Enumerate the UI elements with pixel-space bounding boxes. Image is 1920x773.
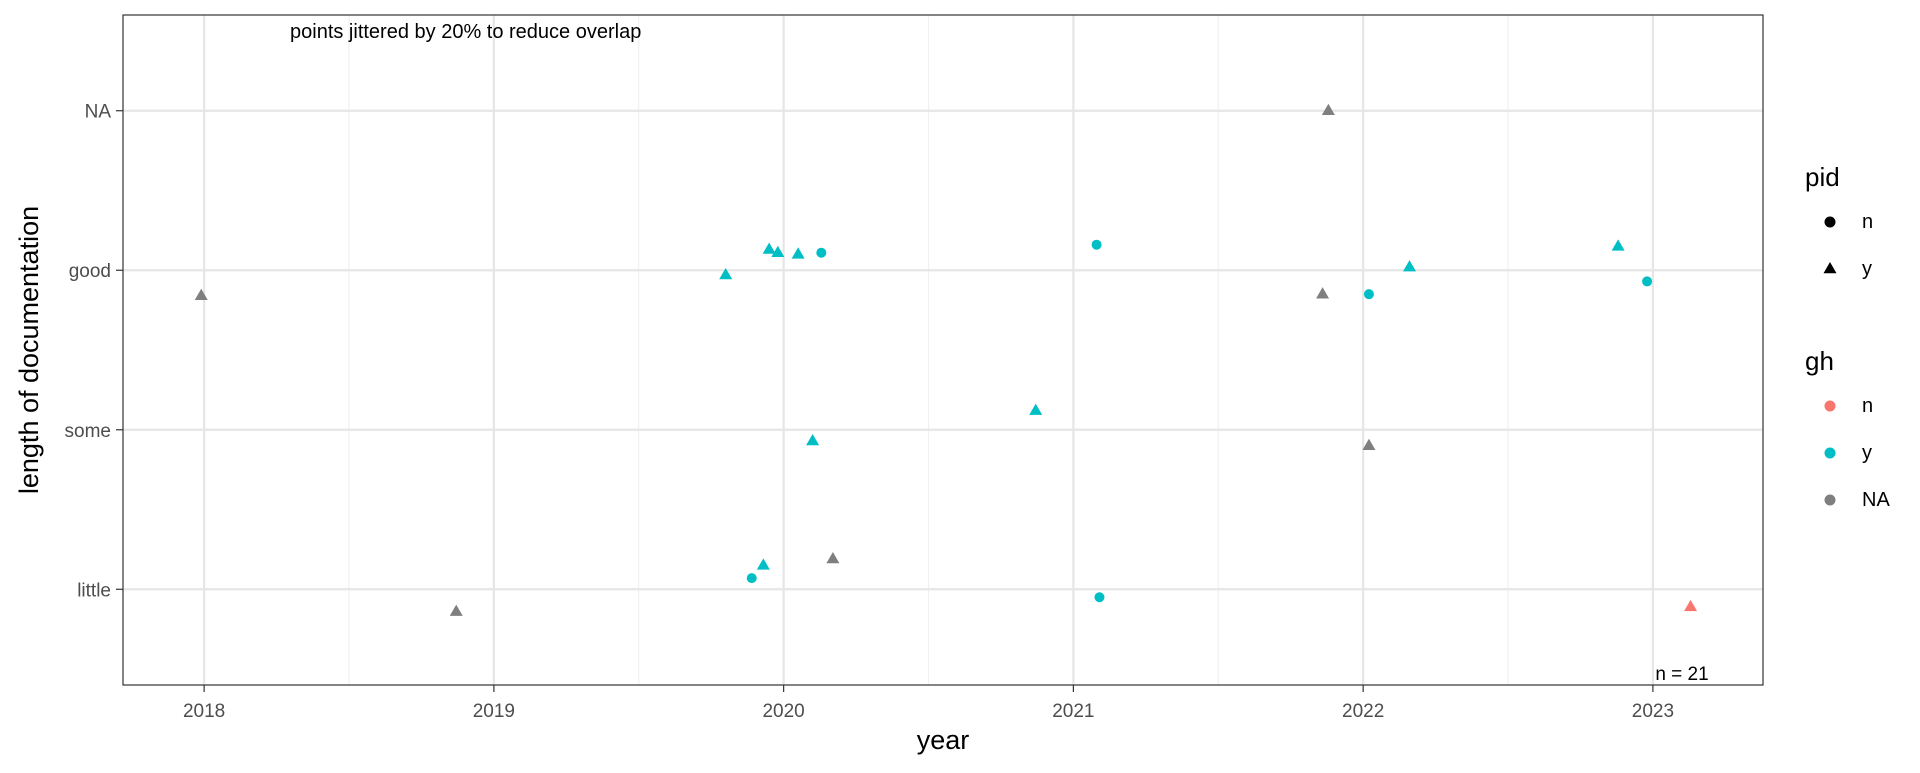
- data-point-triangle: [1403, 260, 1417, 272]
- data-point-triangle: [806, 433, 820, 446]
- x-tick-label: 2018: [183, 701, 225, 722]
- points-layer: [194, 103, 1698, 616]
- data-point-circle: [816, 247, 827, 258]
- data-point-triangle: [791, 247, 805, 259]
- x-axis-title: year: [917, 725, 970, 755]
- legend-label: y: [1862, 258, 1872, 280]
- legend-key-circle: [1824, 400, 1836, 412]
- data-point-triangle: [719, 268, 733, 280]
- legend-label: y: [1862, 442, 1872, 464]
- data-point-triangle: [1362, 438, 1376, 450]
- data-point-triangle: [762, 242, 776, 254]
- x-tick-label: 2023: [1632, 701, 1674, 722]
- legend-label: NA: [1862, 489, 1890, 511]
- y-tick-label: little: [77, 580, 111, 601]
- data-point-circle: [746, 573, 757, 584]
- data-point-triangle: [194, 288, 208, 301]
- y-axis-title: length of documentation: [14, 206, 44, 494]
- data-point-triangle: [756, 558, 770, 570]
- x-tick-label: 2021: [1052, 701, 1094, 722]
- data-point-triangle: [771, 245, 785, 257]
- legend-key-circle: [1824, 216, 1836, 228]
- data-point-triangle: [1684, 599, 1698, 612]
- panel-border: [122, 14, 1764, 686]
- legend-title: pid: [1805, 162, 1840, 192]
- data-point-circle: [1363, 289, 1374, 300]
- data-point-triangle: [1316, 287, 1330, 299]
- data-point-triangle: [826, 551, 840, 564]
- x-tick-label: 2020: [762, 701, 804, 722]
- data-point-triangle: [1611, 239, 1625, 251]
- axis-layer: 2018 2019 2020 2021 2022 2023 little some good NA: [65, 102, 1675, 722]
- legend-key-triangle: [1823, 262, 1837, 274]
- y-tick-label: NA: [85, 102, 112, 123]
- data-point-triangle: [1321, 103, 1335, 115]
- data-point-circle: [1094, 592, 1105, 603]
- legend-label: n: [1862, 395, 1873, 417]
- x-tick-label: 2022: [1342, 701, 1384, 722]
- y-tick-label: good: [69, 261, 111, 282]
- x-tick-label: 2019: [473, 701, 515, 722]
- grid-layer: [123, 15, 1763, 685]
- annotation-top: points jittered by 20% to reduce overlap: [290, 21, 641, 43]
- y-tick-label: some: [65, 421, 111, 442]
- data-point-triangle: [449, 604, 463, 616]
- annotation-n: n = 21: [1655, 664, 1708, 685]
- legend-title: gh: [1805, 346, 1834, 376]
- data-point-circle: [1091, 239, 1102, 250]
- data-point-circle: [1642, 276, 1653, 287]
- data-point-triangle: [1029, 403, 1043, 415]
- legend-key-circle: [1824, 494, 1836, 506]
- legend-key-circle: [1824, 447, 1836, 459]
- legend-label: n: [1862, 211, 1873, 233]
